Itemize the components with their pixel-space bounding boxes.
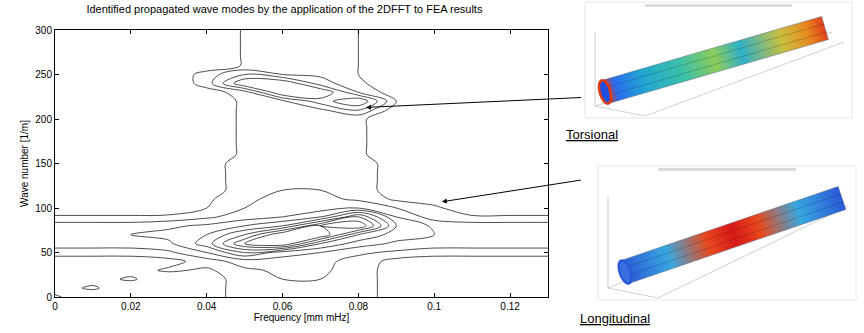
svg-text:Frequency [mm mHz]: Frequency [mm mHz] — [254, 312, 350, 323]
svg-text:0.1: 0.1 — [427, 301, 441, 312]
svg-text:0.04: 0.04 — [197, 301, 217, 312]
svg-text:Wave number [1/m]: Wave number [1/m] — [19, 120, 30, 207]
svg-text:250: 250 — [35, 69, 52, 80]
svg-text:0: 0 — [46, 292, 52, 303]
svg-text:200: 200 — [35, 114, 52, 125]
svg-text:0.08: 0.08 — [349, 301, 369, 312]
svg-text:0.12: 0.12 — [500, 301, 520, 312]
svg-text:50: 50 — [41, 247, 53, 258]
svg-text:Torsional: Torsional — [566, 127, 618, 142]
svg-text:Longitudinal: Longitudinal — [580, 311, 650, 326]
svg-text:0.02: 0.02 — [121, 301, 141, 312]
svg-text:300: 300 — [35, 25, 52, 36]
svg-text:Identified propagated wave mod: Identified propagated wave modes by the … — [86, 3, 483, 15]
svg-text:0.06: 0.06 — [273, 301, 293, 312]
svg-text:150: 150 — [35, 158, 52, 169]
svg-text:0: 0 — [52, 301, 58, 312]
svg-text:100: 100 — [35, 203, 52, 214]
